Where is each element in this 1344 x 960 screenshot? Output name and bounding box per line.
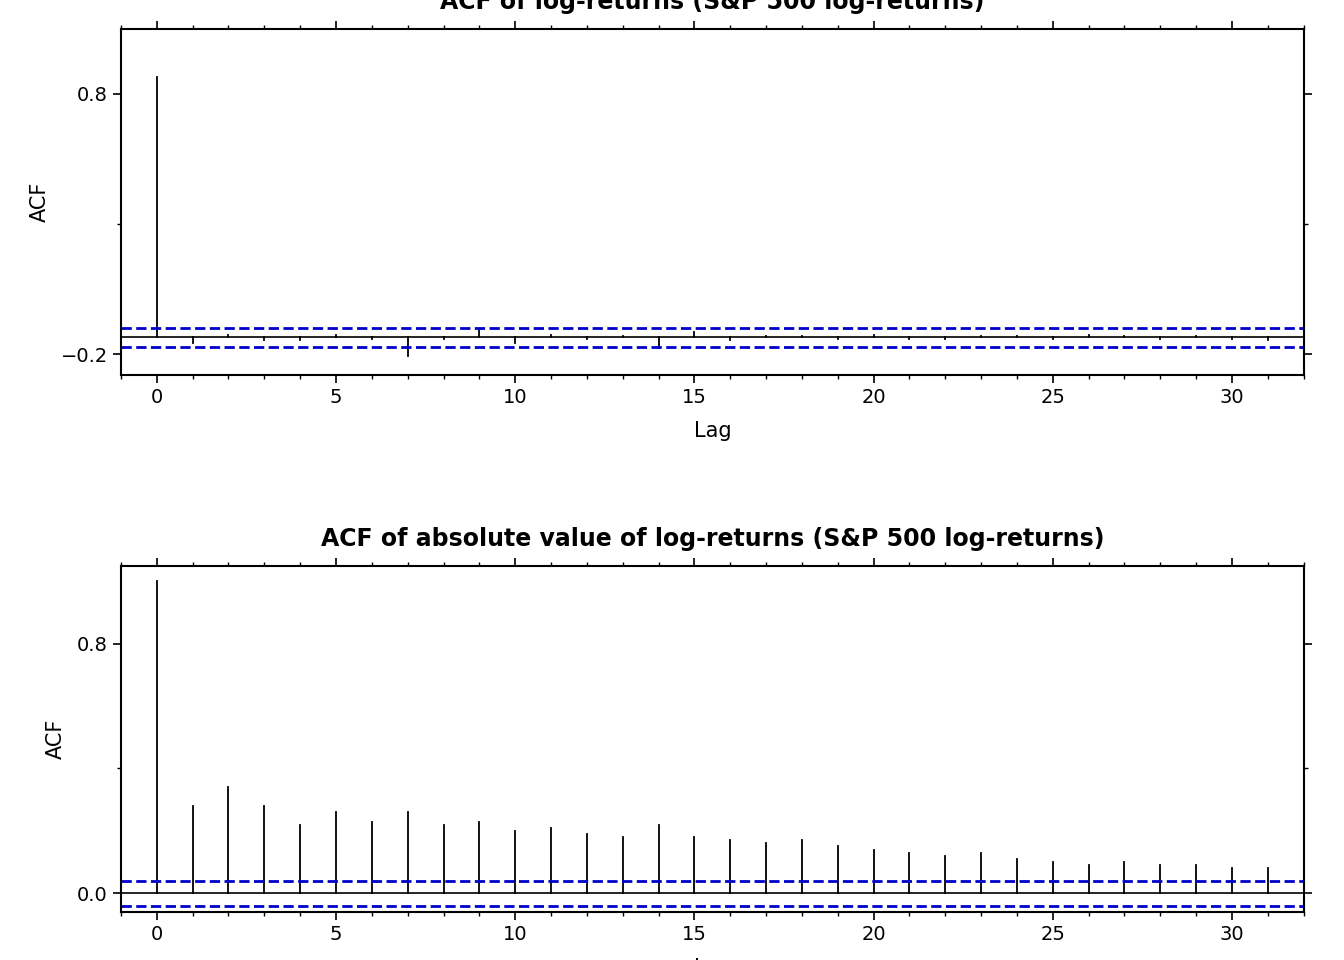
- Title: ACF of absolute value of log-returns (S&P 500 log-returns): ACF of absolute value of log-returns (S&…: [321, 527, 1103, 551]
- Title: ACF of log-returns (S&P 500 log-returns): ACF of log-returns (S&P 500 log-returns): [439, 0, 985, 14]
- Y-axis label: ACF: ACF: [30, 181, 50, 222]
- Y-axis label: ACF: ACF: [46, 719, 66, 759]
- X-axis label: Lag: Lag: [694, 958, 731, 960]
- X-axis label: Lag: Lag: [694, 421, 731, 442]
